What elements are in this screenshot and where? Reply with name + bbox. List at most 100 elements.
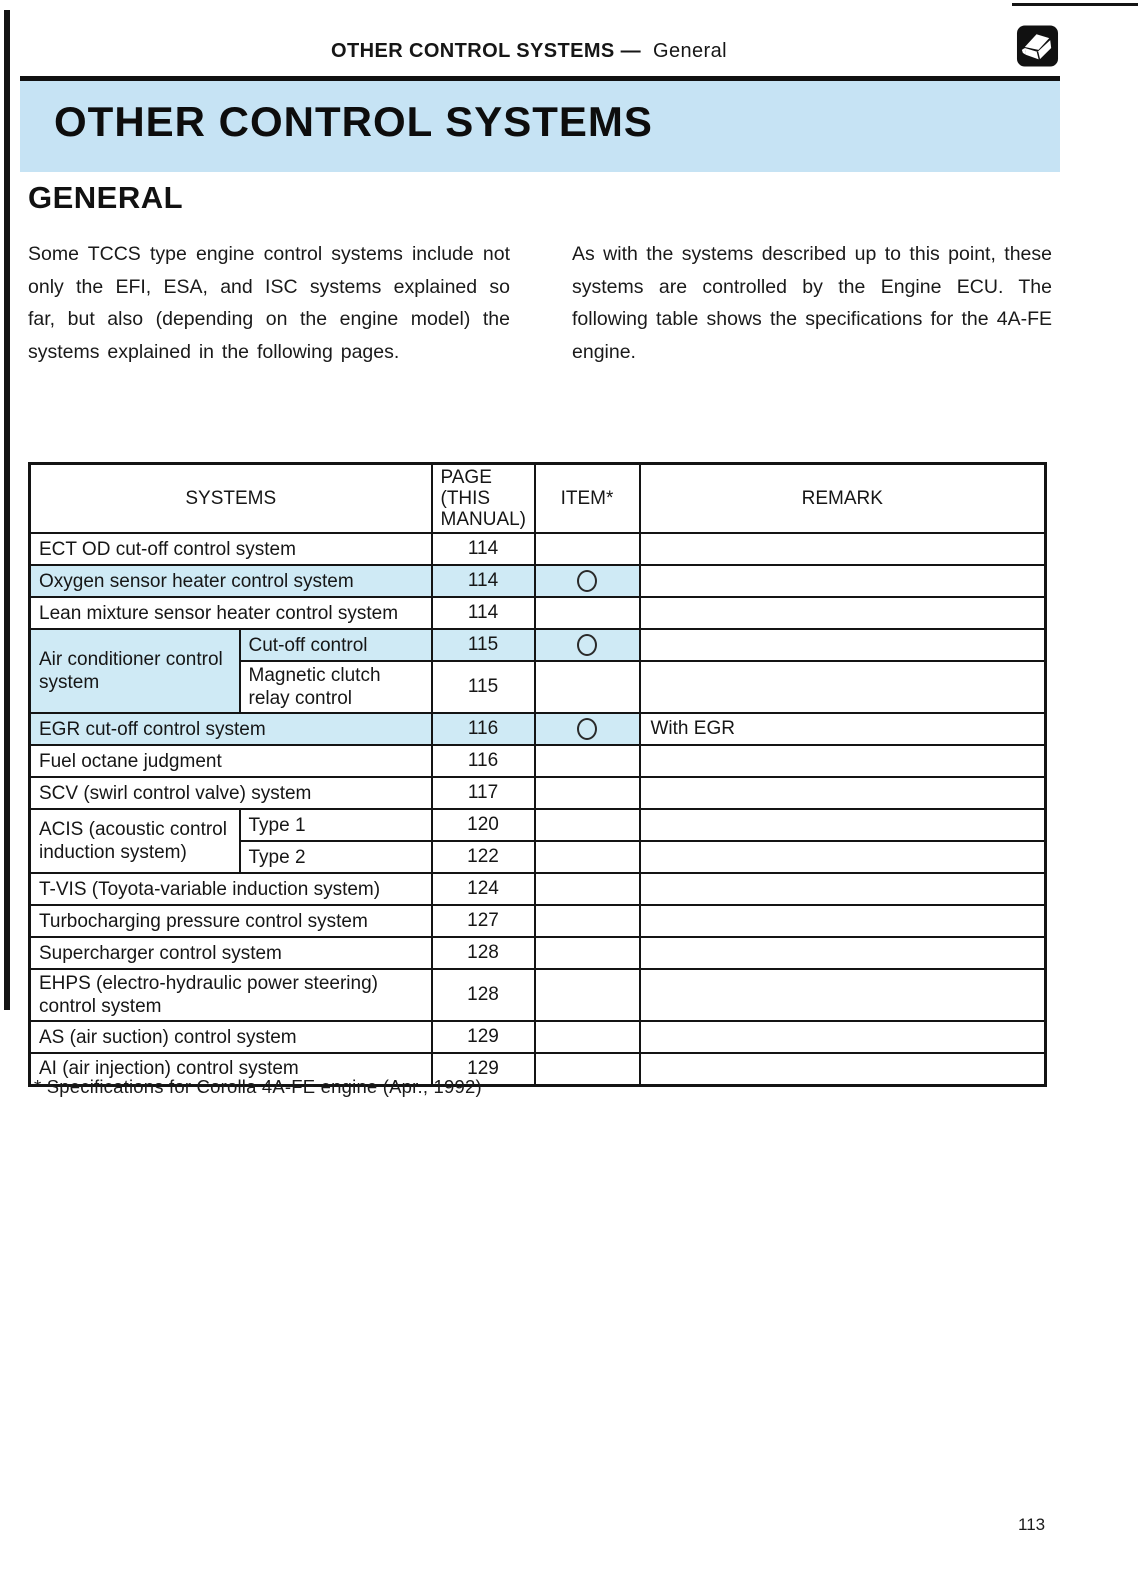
system-group-cell: Air conditioner control system	[28, 628, 241, 714]
page-cell: 129	[430, 1052, 536, 1086]
page-cell: 114	[430, 532, 536, 566]
remark-cell	[638, 904, 1047, 938]
system-subcell: Cut-off control	[238, 628, 433, 662]
table-footnote: * Specifications for Corolla 4A-FE engin…	[34, 1076, 482, 1097]
page-cell: 122	[430, 840, 536, 874]
system-cell: Lean mixture sensor heater control syste…	[28, 596, 433, 630]
item-cell	[533, 936, 641, 970]
remark-cell	[638, 872, 1047, 906]
chapter-banner: OTHER CONTROL SYSTEMS	[20, 76, 1060, 172]
page-cell: 115	[430, 628, 536, 662]
item-cell	[533, 564, 641, 598]
item-cell	[533, 968, 641, 1022]
open-book-icon	[1016, 25, 1059, 67]
systems-table-body: ECT OD cut-off control system 114 Oxygen s…	[28, 532, 1047, 1086]
system-cell: AI (air injection) control system	[28, 1052, 433, 1086]
item-cell	[533, 628, 641, 662]
page-cell: 116	[430, 712, 536, 746]
item-cell	[533, 660, 641, 714]
page-cell: 115	[430, 660, 536, 714]
table-row: Air conditioner control system Cut-off co…	[28, 628, 1047, 714]
remark-cell	[638, 1052, 1047, 1086]
item-cell	[533, 1020, 641, 1054]
section-heading: GENERAL	[28, 180, 184, 215]
table-row: Magnetic clutch relay control 115	[30, 660, 1047, 714]
table-row: ACIS (acoustic control induction system)…	[28, 808, 1047, 874]
system-cell: EGR cut-off control system	[28, 712, 433, 746]
page-cell: 127	[430, 904, 536, 938]
remark-cell	[638, 808, 1047, 842]
col-header-page: PAGE (THIS MANUAL)	[430, 462, 536, 534]
remark-cell	[638, 532, 1047, 566]
item-cell	[533, 596, 641, 630]
system-subcell: Type 2	[238, 840, 433, 874]
system-cell: EHPS (electro-hydraulic power steering) …	[28, 968, 433, 1022]
item-cell	[533, 744, 641, 778]
table-row: EHPS (electro-hydraulic power steering) …	[28, 968, 1047, 1022]
intro-paragraph-right: As with the systems described up to this…	[572, 243, 1052, 363]
table-row: Type 2 122	[30, 840, 1047, 874]
circle-mark-icon	[577, 633, 597, 656]
running-header: OTHER CONTROL SYSTEMS — General	[0, 40, 1058, 63]
remark-cell: With EGR	[638, 712, 1047, 746]
page-cell: 117	[430, 776, 536, 810]
system-subcell: Magnetic clutch relay control	[238, 660, 433, 714]
item-cell	[533, 532, 641, 566]
chapter-title: OTHER CONTROL SYSTEMS	[54, 98, 653, 145]
table-row: SCV (swirl control valve) system 117	[28, 776, 1047, 810]
page-cell: 114	[430, 596, 536, 630]
remark-cell	[638, 744, 1047, 778]
circle-mark-icon	[577, 569, 597, 592]
system-cell: Turbocharging pressure control system	[28, 904, 433, 938]
table-row: Turbocharging pressure control system 127	[28, 904, 1047, 938]
page-cell: 128	[430, 968, 536, 1022]
remark-cell	[638, 840, 1047, 874]
item-cell	[533, 872, 641, 906]
remark-cell	[638, 660, 1047, 714]
system-cell: ECT OD cut-off control system	[28, 532, 433, 566]
page-cell: 116	[430, 744, 536, 778]
system-subcell: Type 1	[238, 808, 433, 842]
col-header-item: ITEM*	[533, 462, 641, 534]
systems-spec-table: SYSTEMS PAGE (THIS MANUAL) ITEM* REMARK …	[28, 462, 1047, 1087]
page-cell: 124	[430, 872, 536, 906]
table-row: AS (air suction) control system 129	[28, 1020, 1047, 1054]
table-row: Supercharger control system 128	[28, 936, 1047, 970]
system-cell: T-VIS (Toyota-variable induction system)	[28, 872, 433, 906]
table-row: ECT OD cut-off control system 114	[28, 532, 1047, 566]
item-cell	[533, 840, 641, 874]
item-cell	[533, 712, 641, 746]
remark-cell	[638, 776, 1047, 810]
system-cell: Fuel octane judgment	[28, 744, 433, 778]
table-header-row: SYSTEMS PAGE (THIS MANUAL) ITEM* REMARK	[28, 462, 1047, 534]
item-cell	[533, 776, 641, 810]
remark-cell	[638, 628, 1047, 662]
system-cell: Supercharger control system	[28, 936, 433, 970]
table-row: EGR cut-off control system 116 With EGR	[28, 712, 1047, 746]
table-row: Fuel octane judgment 116	[28, 744, 1047, 778]
running-header-subsection: General	[652, 40, 727, 62]
system-cell: AS (air suction) control system	[28, 1020, 433, 1054]
page-cell: 128	[430, 936, 536, 970]
col-header-systems: SYSTEMS	[28, 462, 433, 534]
page-cell: 120	[430, 808, 536, 842]
remark-cell	[638, 936, 1047, 970]
table-row: AI (air injection) control system 129	[28, 1052, 1047, 1086]
page-cell: 114	[430, 564, 536, 598]
item-cell	[533, 1052, 641, 1086]
system-group-cell: ACIS (acoustic control induction system)	[28, 808, 241, 874]
remark-cell	[638, 968, 1047, 1022]
col-header-remark: REMARK	[638, 462, 1047, 534]
remark-cell	[638, 1020, 1047, 1054]
top-corner-rule	[1012, 3, 1138, 6]
item-cell	[533, 904, 641, 938]
intro-paragraph-left: Some TCCS type engine control systems in…	[28, 243, 510, 363]
system-cell: Oxygen sensor heater control system	[28, 564, 433, 598]
circle-mark-icon	[577, 717, 597, 740]
table-row: T-VIS (Toyota-variable induction system)…	[28, 872, 1047, 906]
remark-cell	[638, 564, 1047, 598]
page-cell: 129	[430, 1020, 536, 1054]
left-margin-bar	[4, 10, 10, 1010]
running-header-section: OTHER CONTROL SYSTEMS —	[331, 40, 642, 62]
table-row: Lean mixture sensor heater control syste…	[28, 596, 1047, 630]
